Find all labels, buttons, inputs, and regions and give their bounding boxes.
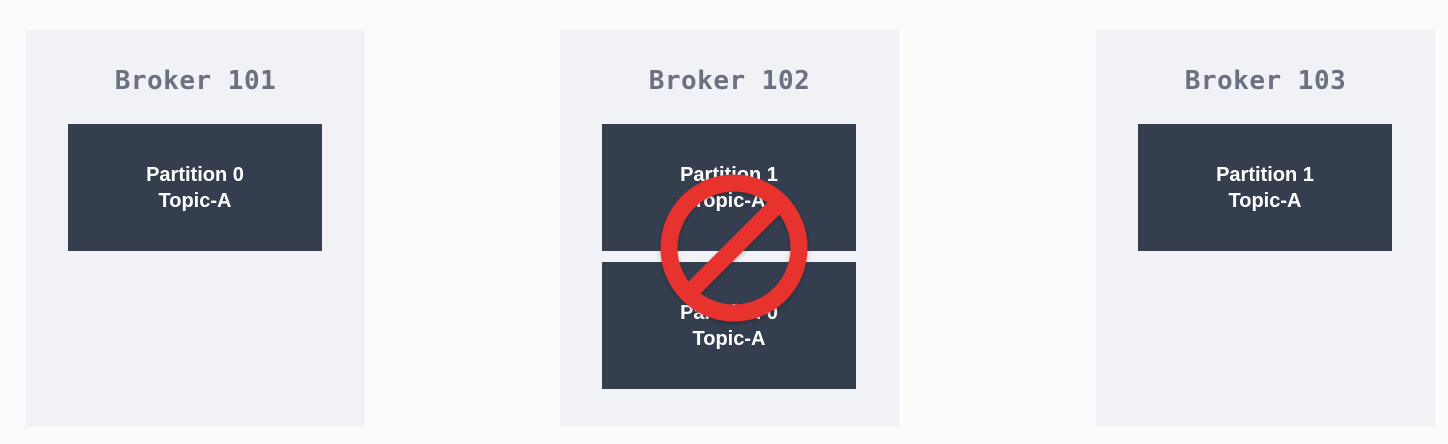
topic-label: Topic-A: [158, 189, 232, 212]
broker-101-title: Broker 101: [114, 66, 277, 96]
topic-label: Topic-A: [1228, 189, 1302, 212]
broker-102-panel: Broker 102 Partition 1 Topic-A Partition…: [560, 30, 899, 427]
broker-102-title: Broker 102: [648, 66, 811, 96]
partition-label: Partition 1: [1216, 163, 1314, 186]
broker-103-partition-1-box: Partition 1 Topic-A: [1138, 124, 1392, 251]
broker-102-partition-0-box: Partition 0 Topic-A: [602, 262, 856, 389]
no-entry-sign-icon: [660, 174, 808, 322]
broker-101-panel: Broker 101 Partition 0 Topic-A: [26, 30, 365, 427]
topic-label: Topic-A: [692, 327, 766, 350]
partition-label: Partition 0: [146, 163, 244, 186]
broker-103-title: Broker 103: [1184, 66, 1347, 96]
broker-101-partition-0-box: Partition 0 Topic-A: [68, 124, 322, 251]
broker-103-panel: Broker 103 Partition 1 Topic-A: [1096, 30, 1435, 427]
